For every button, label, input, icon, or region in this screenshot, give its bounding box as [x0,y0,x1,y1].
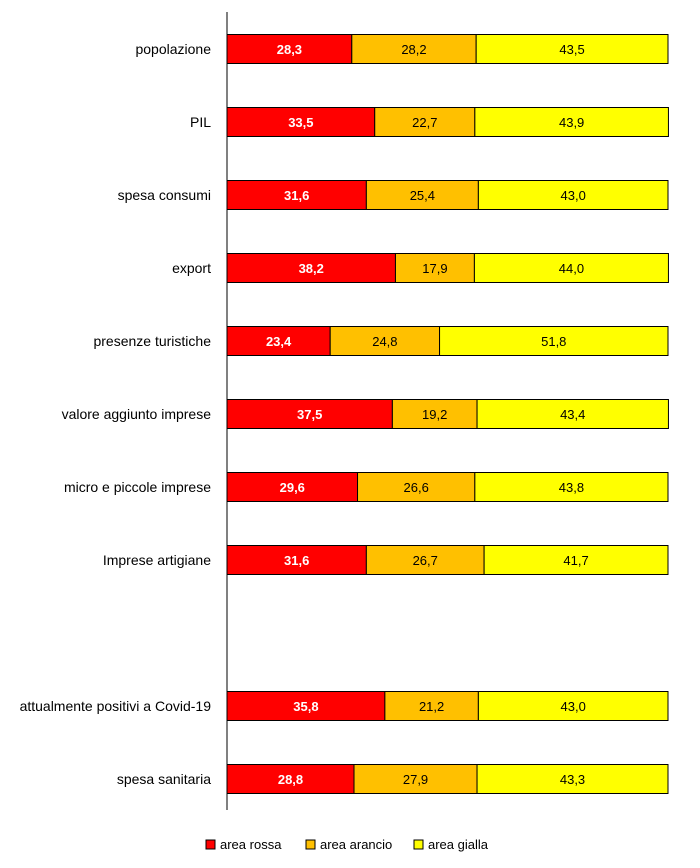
data-label-area-gialla-pil: 43,9 [559,115,584,130]
bar-area-arancio-micro-e-piccole-imprese [357,472,476,502]
data-label-area-gialla-spesa-sanitaria: 43,3 [560,772,585,787]
data-label-area-rossa-presenze-turistiche: 23,4 [266,334,292,349]
bar-area-gialla-attualmente-positivi-a-covid-19 [477,691,669,721]
category-label-attualmente-positivi-a-covid-19: attualmente positivi a Covid-19 [20,698,212,714]
bar-area-arancio-valore-aggiunto-imprese [391,399,478,429]
data-label-area-arancio-popolazione: 28,2 [401,42,426,57]
data-label-area-rossa-popolazione: 28,3 [277,42,302,57]
bar-area-rossa-attualmente-positivi-a-covid-19 [226,691,386,721]
legend-label-area-arancio: area arancio [320,837,392,852]
data-label-area-arancio-imprese-artigiane: 26,7 [413,553,438,568]
legend-label-area-rossa: area rossa [220,837,282,852]
category-label-imprese-artigiane: Imprese artigiane [103,552,211,568]
data-label-area-arancio-spesa-sanitaria: 27,9 [403,772,428,787]
data-label-area-arancio-spesa-consumi: 25,4 [410,188,435,203]
data-label-area-arancio-micro-e-piccole-imprese: 26,6 [404,480,429,495]
bar-area-gialla-valore-aggiunto-imprese [476,399,669,429]
data-label-area-rossa-spesa-consumi: 31,6 [284,188,309,203]
data-label-area-rossa-pil: 33,5 [288,115,313,130]
data-label-area-arancio-presenze-turistiche: 24,8 [372,334,397,349]
bar-area-rossa-micro-e-piccole-imprese [226,472,359,502]
data-label-area-arancio-export: 17,9 [422,261,447,276]
bar-area-rossa-spesa-consumi [226,180,367,210]
bar-area-gialla-pil [474,107,669,137]
data-label-area-arancio-pil: 22,7 [412,115,437,130]
category-labels-layer: popolazione PIL spesa consumi export presenz… [20,41,212,787]
legend-swatch-area-rossa [205,839,216,850]
data-label-area-arancio-attualmente-positivi-a-covid-19: 21,2 [419,699,444,714]
bar-area-arancio-imprese-artigiane [365,545,485,575]
category-label-spesa-sanitaria: spesa sanitaria [117,771,211,787]
category-label-pil: PIL [190,114,211,130]
bars-layer: 28,3 28,2 43,5 33,5 22,7 43,9 31,6 25,4 43,0 38,2… [226,34,669,794]
bar-area-gialla-spesa-consumi [477,180,669,210]
bar-area-gialla-micro-e-piccole-imprese [474,472,669,502]
bar-area-arancio-pil [374,107,476,137]
bar-area-rossa-imprese-artigiane [226,545,367,575]
bar-area-rossa-presenze-turistiche [226,326,331,356]
data-label-area-gialla-presenze-turistiche: 51,8 [541,334,566,349]
bar-area-gialla-imprese-artigiane [483,545,669,575]
data-label-area-gialla-micro-e-piccole-imprese: 43,8 [559,480,584,495]
bar-area-gialla-presenze-turistiche [439,326,669,356]
legend-swatch-area-gialla [413,839,424,850]
bar-area-rossa-popolazione [226,34,353,64]
category-label-popolazione: popolazione [135,41,211,57]
data-label-area-gialla-popolazione: 43,5 [559,42,584,57]
bar-area-gialla-export [473,253,669,283]
data-label-area-rossa-spesa-sanitaria: 28,8 [278,772,303,787]
bar-area-arancio-presenze-turistiche [329,326,441,356]
bar-area-arancio-spesa-sanitaria [353,764,478,794]
category-label-export: export [172,260,211,276]
data-label-area-rossa-valore-aggiunto-imprese: 37,5 [297,407,322,422]
data-label-area-rossa-attualmente-positivi-a-covid-19: 35,8 [293,699,318,714]
data-label-area-gialla-imprese-artigiane: 41,7 [563,553,588,568]
bar-area-gialla-spesa-sanitaria [476,764,669,794]
category-label-micro-e-piccole-imprese: micro e piccole imprese [64,479,211,495]
bar-area-rossa-spesa-sanitaria [226,764,355,794]
data-label-area-gialla-spesa-consumi: 43,0 [561,188,586,203]
category-label-spesa-consumi: spesa consumi [118,187,211,203]
bar-area-rossa-export [226,253,396,283]
category-label-valore-aggiunto-imprese: valore aggiunto imprese [62,406,212,422]
legend-swatch-area-arancio [305,839,316,850]
legend-label-area-gialla: area gialla [428,837,489,852]
bar-area-arancio-popolazione [351,34,477,64]
category-label-presenze-turistiche: presenze turistiche [93,333,211,349]
bar-area-gialla-popolazione [475,34,669,64]
data-label-area-gialla-export: 44,0 [559,261,584,276]
data-label-area-gialla-valore-aggiunto-imprese: 43,4 [560,407,585,422]
data-label-area-rossa-micro-e-piccole-imprese: 29,6 [280,480,305,495]
data-label-area-rossa-imprese-artigiane: 31,6 [284,553,309,568]
bar-area-arancio-spesa-consumi [365,180,479,210]
data-label-area-gialla-attualmente-positivi-a-covid-19: 43,0 [561,699,586,714]
legend: area rossa area arancio area gialla [205,837,489,852]
data-label-area-arancio-valore-aggiunto-imprese: 19,2 [422,407,447,422]
data-label-area-rossa-export: 38,2 [299,261,324,276]
